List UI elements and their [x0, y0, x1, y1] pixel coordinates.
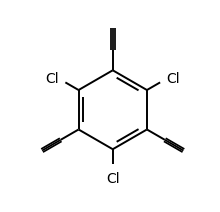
Text: Cl: Cl	[106, 172, 119, 186]
Text: Cl: Cl	[167, 72, 180, 86]
Text: Cl: Cl	[45, 72, 59, 86]
